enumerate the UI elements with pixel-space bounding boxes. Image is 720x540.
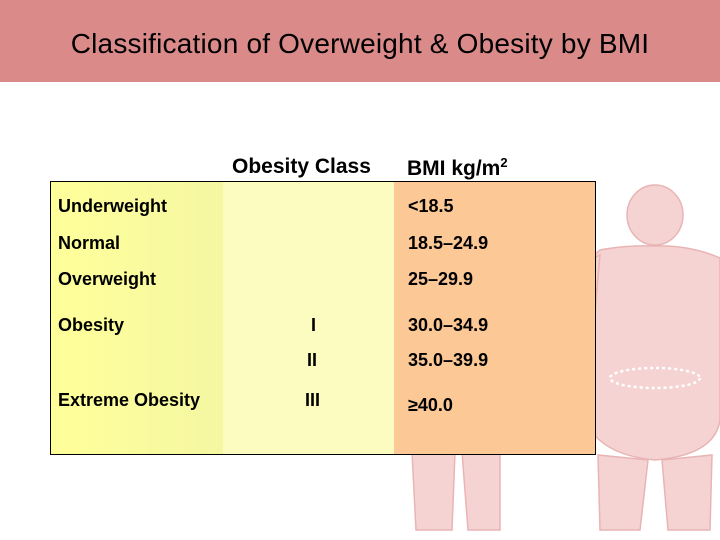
category-extreme-obesity: Extreme Obesity — [58, 390, 201, 410]
category-normal: Normal — [58, 233, 121, 253]
category-column — [51, 182, 223, 454]
slide-title: Classification of Overweight & Obesity b… — [70, 28, 650, 59]
class-obesity-i: I — [311, 315, 317, 335]
class-obesity-iii: III — [305, 390, 321, 410]
title-bar: Classification of Overweight & Obesity b… — [0, 0, 720, 82]
category-overweight: Overweight — [58, 269, 157, 289]
class-obesity-ii: II — [307, 350, 318, 370]
bmi-header-text: BMI kg/m — [407, 157, 501, 180]
bmi-classification-table: Underweight <18.5 Normal 18.5–24.9 Overw… — [50, 181, 596, 455]
bmi-underweight: <18.5 — [408, 196, 454, 216]
obesity-class-header: Obesity Class — [232, 155, 371, 178]
bmi-obesity-i: 30.0–34.9 — [408, 315, 489, 335]
category-obesity: Obesity — [58, 315, 125, 335]
obesity-class-column — [223, 182, 394, 454]
bmi-obesity-ii: 35.0–39.9 — [408, 350, 489, 370]
bmi-overweight: 25–29.9 — [408, 269, 474, 289]
bmi-extreme-obesity: ≥40.0 — [408, 395, 453, 415]
bmi-header: BMI kg/m2 — [407, 155, 508, 181]
bmi-header-exponent: 2 — [500, 155, 508, 170]
category-underweight: Underweight — [58, 196, 168, 216]
bmi-column — [394, 182, 595, 454]
bmi-normal: 18.5–24.9 — [408, 233, 489, 253]
